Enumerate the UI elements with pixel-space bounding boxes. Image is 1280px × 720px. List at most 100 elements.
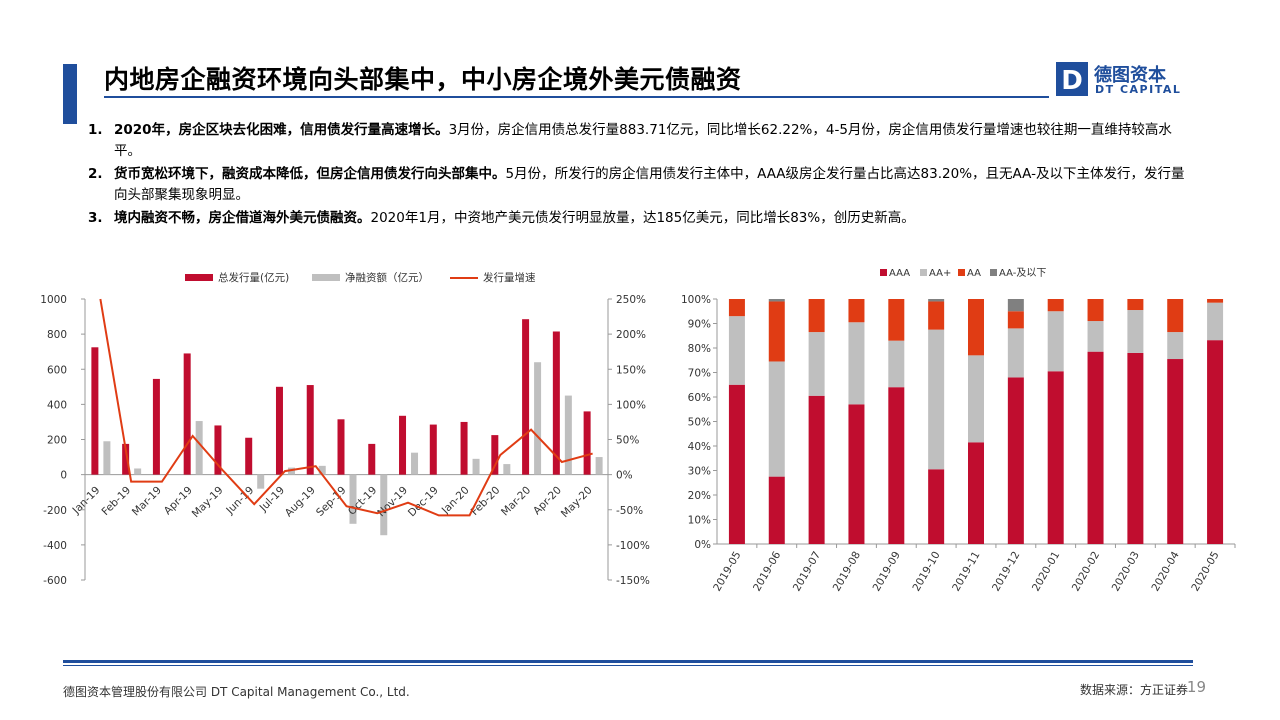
segment-aa-plus xyxy=(1047,311,1064,372)
y-tick-label: 40% xyxy=(688,441,711,453)
bar-total-issuance xyxy=(399,415,407,475)
x-tick-label: Feb-19 xyxy=(100,484,134,518)
bar-total-issuance xyxy=(152,378,160,475)
segment-aaa xyxy=(968,442,984,544)
legend-label-net: 净融资额（亿元） xyxy=(345,271,429,284)
segment-aa xyxy=(1127,299,1144,311)
legend-label-aa: AA xyxy=(967,268,981,279)
x-tick-label: Jan-19 xyxy=(70,484,103,517)
bar-total-issuance xyxy=(552,331,560,475)
segment-aa xyxy=(1167,299,1184,333)
bar-net-financing xyxy=(349,474,357,524)
left-tick-label: -400 xyxy=(43,540,67,552)
bar-net-financing xyxy=(103,441,111,475)
title-underline xyxy=(104,96,1049,98)
bar-net-financing xyxy=(595,457,603,475)
bar-net-financing xyxy=(472,458,480,475)
x-tick-label: 2019-05 xyxy=(711,550,743,594)
segment-aa-plus xyxy=(928,329,945,470)
x-tick-label: 2020-01 xyxy=(1030,550,1062,594)
page-number: 19 xyxy=(1186,678,1206,696)
footer-rule xyxy=(63,660,1193,663)
segment-aa xyxy=(1047,299,1064,312)
segment-aa xyxy=(1087,299,1104,322)
segment-aa xyxy=(928,301,945,330)
bar-net-financing xyxy=(564,395,572,475)
bar-total-issuance xyxy=(491,435,499,475)
legend-swatch-aaa xyxy=(880,269,887,276)
bar-total-issuance xyxy=(368,443,376,475)
bar-total-issuance xyxy=(583,411,591,475)
bar-net-financing xyxy=(534,362,542,475)
bar-total-issuance xyxy=(306,385,314,475)
segment-aa xyxy=(1207,299,1224,303)
bar-net-financing xyxy=(318,465,326,475)
left-tick-label: -200 xyxy=(43,505,67,517)
x-tick-label: Aug-19 xyxy=(283,484,318,519)
bullet-item: 2. 货币宽松环境下，融资成本降低，但房企信用债发行向头部集中。5月份，所发行的房… xyxy=(88,164,1188,206)
x-tick-label: 2019-11 xyxy=(950,550,982,594)
legend-swatch-aa-minus-below xyxy=(990,269,997,276)
legend-label-aaa: AAA xyxy=(889,268,910,279)
segment-aa xyxy=(888,299,905,341)
legend-swatch-aa xyxy=(958,269,965,276)
bar-net-financing xyxy=(287,467,295,475)
segment-aa-minus-below xyxy=(768,299,785,302)
segment-aa-plus xyxy=(808,332,825,396)
segment-aa-plus xyxy=(728,316,745,385)
legend-label-aa-minus-below: AA-及以下 xyxy=(999,267,1046,279)
y-tick-label: 10% xyxy=(688,515,711,527)
x-tick-label: 2020-03 xyxy=(1110,550,1142,594)
segment-aa-plus xyxy=(1007,328,1024,378)
x-tick-label: 2020-02 xyxy=(1070,550,1102,594)
segment-aa-minus-below xyxy=(1007,299,1024,312)
segment-aaa xyxy=(1207,340,1224,544)
segment-aa-plus xyxy=(1127,310,1144,353)
left-tick-label: 800 xyxy=(47,329,67,341)
segment-aaa xyxy=(1127,352,1144,544)
x-tick-label: Mar-20 xyxy=(499,484,533,518)
bullet-item: 1. 2020年，房企区块去化困难，信用债发行量高速增长。3月份，房企信用债总发行… xyxy=(88,120,1188,162)
segment-aaa xyxy=(888,387,905,544)
segment-aaa xyxy=(1047,371,1064,544)
segment-aaa xyxy=(728,384,745,544)
right-tick-label: -50% xyxy=(616,505,643,517)
x-tick-label: 2020-04 xyxy=(1149,549,1181,593)
bar-net-financing xyxy=(134,468,142,475)
bar-total-issuance xyxy=(429,424,437,475)
bar-total-issuance xyxy=(245,437,253,475)
right-tick-label: -100% xyxy=(616,540,650,552)
x-tick-label: 2019-08 xyxy=(831,550,863,594)
x-tick-label: Feb-20 xyxy=(469,484,503,518)
bullet-headline: 货币宽松环境下，融资成本降低，但房企信用债发行向头部集中。 xyxy=(114,166,506,182)
bullet-number: 2. xyxy=(88,166,103,182)
footer-source: 数据来源：方正证券 xyxy=(1079,683,1188,697)
segment-aa xyxy=(768,301,785,362)
segment-aa xyxy=(848,299,865,323)
y-tick-label: 100% xyxy=(681,294,711,306)
y-tick-label: 30% xyxy=(688,466,711,478)
right-tick-label: 0% xyxy=(616,470,633,482)
dt-capital-logo: D 德图资本 DT CAPITAL xyxy=(1056,62,1196,98)
title-accent-bar xyxy=(63,64,77,124)
y-tick-label: 80% xyxy=(688,343,711,355)
page-title: 内地房企融资环境向头部集中，中小房企境外美元债融资 xyxy=(104,65,742,94)
footer-company: 德图资本管理股份有限公司 DT Capital Management Co., … xyxy=(63,685,410,699)
bar-net-financing xyxy=(195,421,203,475)
x-tick-label: May-20 xyxy=(559,484,595,520)
segment-aaa xyxy=(1007,377,1024,544)
segment-aa xyxy=(1007,311,1024,329)
right-tick-label: 250% xyxy=(616,294,646,306)
segment-aa-plus xyxy=(768,361,785,477)
segment-aa-plus xyxy=(1207,302,1224,341)
segment-aaa xyxy=(848,404,865,544)
bullet-list: 1. 2020年，房企区块去化困难，信用债发行量高速增长。3月份，房企信用债总发行… xyxy=(88,120,1188,231)
x-tick-label: May-19 xyxy=(190,484,226,520)
bar-total-issuance xyxy=(337,419,345,475)
left-tick-label: 1000 xyxy=(40,294,67,306)
line-issuance-growth xyxy=(99,298,593,517)
segment-aa xyxy=(728,299,745,317)
bar-net-financing xyxy=(503,464,511,475)
right-tick-label: -150% xyxy=(616,575,650,587)
segment-aa-plus xyxy=(848,322,865,405)
